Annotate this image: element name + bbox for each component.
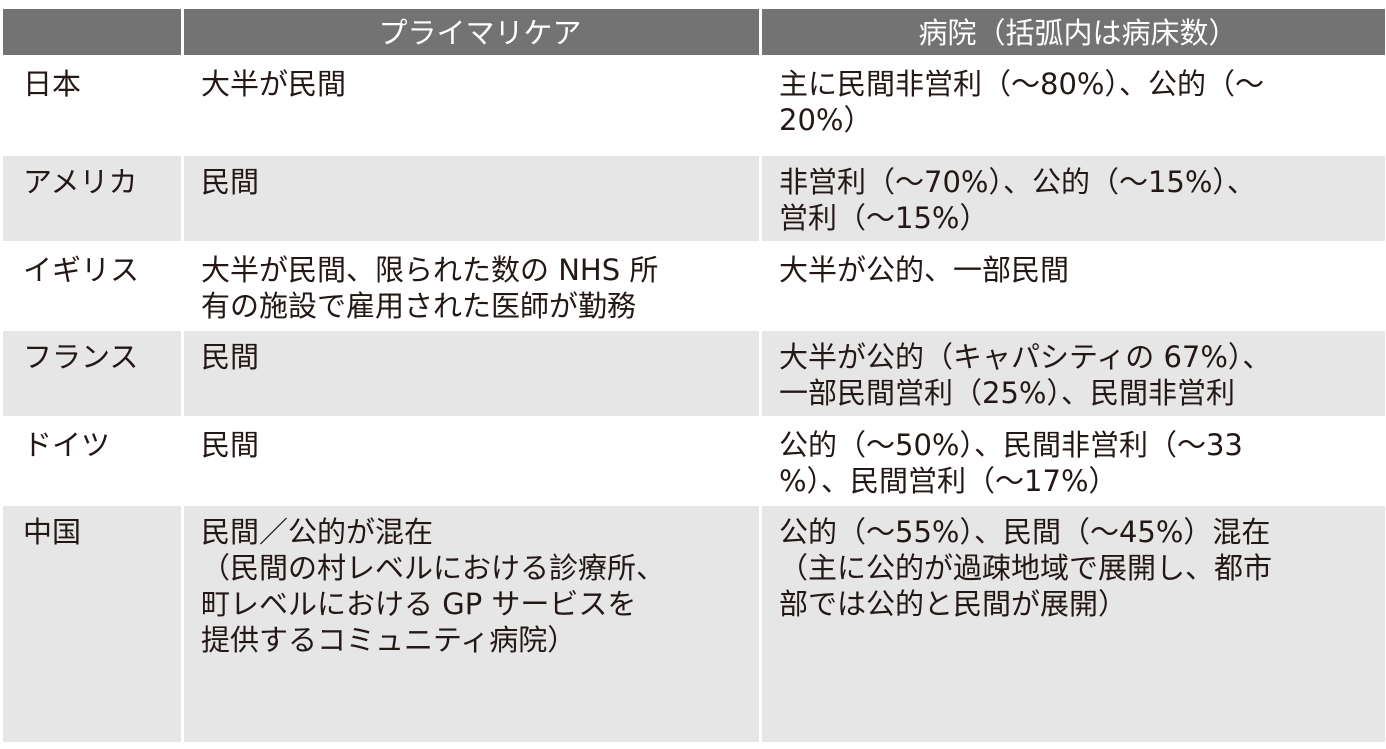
hospital-cell: 公的（〜55%）、民間（〜45%）混在 （主に公的が過疎地域で展開し、都市 部では公…: [762, 506, 1385, 742]
country-cell: イギリス: [3, 244, 181, 328]
table-row: アメリカ 民間 非営利（〜70%）、公的（〜15%）、 営利（〜15%）: [3, 156, 1385, 241]
country-cell: フランス: [3, 331, 181, 416]
header-row: プライマリケア 病院（括弧内は病床数）: [3, 9, 1385, 55]
hospital-cell: 主に民間非営利（〜80%）、公的（〜 20%）: [762, 58, 1385, 153]
cell-line: 大半が公的（キャパシティの 67%）、: [779, 340, 1272, 374]
cell-line: 民間: [201, 165, 260, 199]
hospital-cell: 大半が公的（キャパシティの 67%）、 一部民間営利（25%）、民間非営利: [762, 331, 1385, 416]
primary-care-cell: 大半が民間、限られた数の NHS 所有の施設で雇用された医師が勤務: [184, 244, 759, 328]
table-row: ドイツ 民間 公的（〜50%）、民間非営利（〜33 %）、民間営利（〜17%）: [3, 419, 1385, 503]
country-cell: アメリカ: [3, 156, 181, 241]
cell-line: 公的（〜50%）、民間非営利（〜33: [779, 428, 1243, 462]
header-primary-care: プライマリケア: [184, 9, 759, 55]
cell-line: 大半が民間: [201, 67, 347, 101]
hospital-cell: 非営利（〜70%）、公的（〜15%）、 営利（〜15%）: [762, 156, 1385, 241]
primary-care-cell: 大半が民間: [184, 58, 759, 153]
table-row: イギリス 大半が民間、限られた数の NHS 所有の施設で雇用された医師が勤務 大半が…: [3, 244, 1385, 328]
primary-care-cell: 民間: [184, 419, 759, 503]
cell-line: 有の施設で雇用された医師が勤務: [201, 289, 637, 323]
hospital-cell: 大半が公的、一部民間: [762, 244, 1385, 328]
table-row: 日本 大半が民間 主に民間非営利（〜80%）、公的（〜 20%）: [3, 58, 1385, 153]
cell-line: 提供するコミュニティ病院）: [201, 623, 577, 657]
cell-line: 大半が民間、限られた数の NHS 所: [201, 253, 659, 287]
primary-care-cell: 民間／公的が混在 （民間の村レベルにおける診療所、 町レベルにおける GP サービス…: [184, 506, 759, 742]
country-cell: 中国: [3, 506, 181, 742]
cell-line: 一部民間営利（25%）、民間非営利: [779, 376, 1235, 410]
cell-line: （民間の村レベルにおける診療所、: [201, 551, 666, 585]
header-country: [3, 9, 181, 55]
table-row: フランス 民間 大半が公的（キャパシティの 67%）、 一部民間営利（25%）、民間非…: [3, 331, 1385, 416]
table-row: 中国 民間／公的が混在 （民間の村レベルにおける診療所、 町レベルにおける GP サー…: [3, 506, 1385, 742]
cell-line: 主に民間非営利（〜80%）、公的（〜: [779, 67, 1264, 101]
cell-line: %）、民間営利（〜17%）: [779, 464, 1118, 498]
cell-line: （主に公的が過疎地域で展開し、都市: [779, 551, 1273, 585]
cell-line: 非営利（〜70%）、公的（〜15%）、: [779, 165, 1256, 199]
header-hospital: 病院（括弧内は病床数）: [762, 9, 1385, 55]
primary-care-cell: 民間: [184, 331, 759, 416]
cell-line: 民間／公的が混在: [201, 515, 434, 549]
cell-line: 大半が公的、一部民間: [779, 253, 1070, 287]
comparison-table: プライマリケア 病院（括弧内は病床数） 日本 大半が民間 主に民間非営利（〜80%）…: [0, 6, 1386, 745]
cell-line: 公的（〜55%）、民間（〜45%）混在: [779, 515, 1271, 549]
cell-line: 営利（〜15%）: [779, 201, 989, 235]
country-cell: ドイツ: [3, 419, 181, 503]
cell-line: 民間: [201, 428, 260, 462]
hospital-cell: 公的（〜50%）、民間非営利（〜33 %）、民間営利（〜17%）: [762, 419, 1385, 503]
cell-line: 町レベルにおける GP サービスを: [201, 587, 637, 621]
cell-line: 20%）: [779, 103, 873, 137]
cell-line: 民間: [201, 340, 260, 374]
primary-care-cell: 民間: [184, 156, 759, 241]
cell-line: 部では公的と民間が展開）: [779, 587, 1128, 621]
country-cell: 日本: [3, 58, 181, 153]
